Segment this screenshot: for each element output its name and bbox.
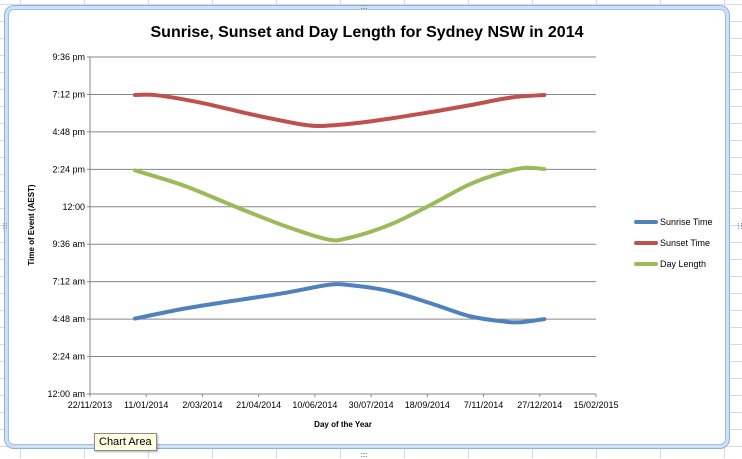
grid-lines: [87, 56, 597, 397]
legend-label-sunrise-time: Sunrise Time: [660, 217, 713, 227]
axes: [89, 57, 596, 395]
series-line-day-length[interactable]: [133, 165, 547, 243]
x-tick-labels: 22/11/2013 11/01/2014 2/03/2014 21/04/2014 1…: [68, 400, 619, 410]
y-tick-label: 2:24 am: [52, 352, 85, 362]
legend-label-sunset-time: Sunset Time: [660, 238, 710, 248]
x-tick-label: 18/09/2014: [405, 400, 450, 410]
y-tick-label: 9:36 am: [52, 239, 85, 249]
y-tick-label: 7:12 am: [52, 277, 85, 287]
y-tick-labels: 12:00 am 2:24 am 4:48 am 7:12 am 9:36 am 12:0…: [47, 52, 85, 399]
x-tick-label: 2/03/2014: [182, 400, 222, 410]
resize-handle-bottom[interactable]: ::::: [360, 450, 368, 459]
legend[interactable]: Sunrise Time Sunset Time Day Length: [634, 217, 713, 269]
x-tick-label: 11/01/2014: [124, 400, 168, 410]
x-axis-title: Day of the Year: [314, 420, 372, 429]
x-tick-label: 15/02/2015: [573, 400, 618, 410]
x-tick-label: 27/12/2014: [517, 400, 562, 410]
series-line-sunrise-time[interactable]: [133, 282, 547, 325]
x-tick-label: 22/11/2013: [68, 400, 112, 410]
legend-label-day-length: Day Length: [660, 259, 706, 269]
x-tick-label: 21/04/2014: [236, 400, 281, 410]
y-tick-label: 12:00: [62, 202, 85, 212]
x-tick-label: 7/11/2014: [464, 400, 503, 410]
series-group: [133, 92, 547, 325]
series-line-sunset-time[interactable]: [133, 92, 547, 129]
y-tick-label: 9:36 pm: [52, 52, 85, 62]
y-tick-label: 2:24 pm: [52, 164, 85, 174]
chart-area-tooltip: Chart Area: [94, 433, 157, 451]
y-axis-title: Time of Event (AEST): [27, 184, 36, 266]
chart-title: Sunrise, Sunset and Day Length for Sydne…: [151, 24, 584, 41]
x-tick-label: 10/06/2014: [292, 400, 337, 410]
y-tick-label: 7:12 pm: [52, 89, 85, 99]
resize-handle-left[interactable]: ::::: [1, 222, 10, 229]
y-tick-label: 12:00 am: [47, 389, 85, 399]
plot-area[interactable]: [90, 57, 596, 394]
y-tick-label: 4:48 am: [52, 314, 85, 324]
resize-handle-right[interactable]: ::::: [736, 222, 742, 229]
resize-handle-top[interactable]: ::::: [360, 2, 368, 11]
y-tick-label: 4:48 pm: [52, 127, 85, 137]
x-tick-label: 30/07/2014: [349, 400, 394, 410]
